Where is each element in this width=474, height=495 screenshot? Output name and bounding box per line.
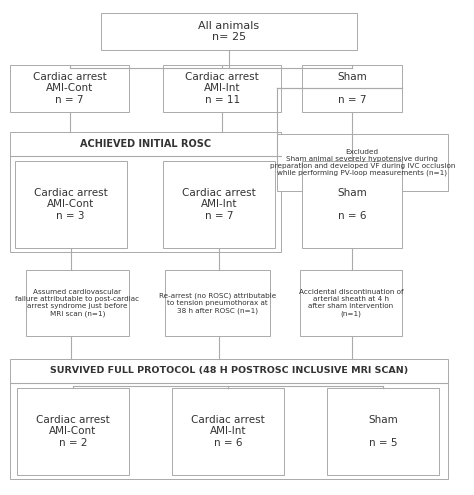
Text: Cardiac arrest
AMI-Cont
n = 3: Cardiac arrest AMI-Cont n = 3: [34, 188, 108, 221]
Text: Sham

n = 5: Sham n = 5: [368, 415, 398, 448]
FancyBboxPatch shape: [300, 270, 402, 336]
Text: Sham

n = 7: Sham n = 7: [337, 72, 367, 105]
FancyBboxPatch shape: [26, 270, 129, 336]
Text: ACHIEVED INITIAL ROSC: ACHIEVED INITIAL ROSC: [80, 139, 211, 149]
Text: All animals
n= 25: All animals n= 25: [199, 21, 260, 43]
FancyBboxPatch shape: [15, 161, 127, 248]
FancyBboxPatch shape: [101, 13, 356, 50]
FancyBboxPatch shape: [10, 358, 448, 480]
Text: Cardiac arrest
AMI-Cont
n = 7: Cardiac arrest AMI-Cont n = 7: [33, 72, 107, 105]
Text: Cardiac arrest
AMI-Int
n = 6: Cardiac arrest AMI-Int n = 6: [191, 415, 265, 448]
Text: Excluded
Sham animal severely hypotensive during
preparation and developed VF du: Excluded Sham animal severely hypotensiv…: [270, 148, 455, 176]
FancyBboxPatch shape: [17, 388, 129, 475]
FancyBboxPatch shape: [277, 134, 448, 191]
FancyBboxPatch shape: [165, 270, 270, 336]
FancyBboxPatch shape: [10, 65, 129, 112]
FancyBboxPatch shape: [302, 65, 402, 112]
Text: SURVIVED FULL PROTOCOL (48 H POSTROSC INCLUSIVE MRI SCAN): SURVIVED FULL PROTOCOL (48 H POSTROSC IN…: [50, 366, 408, 375]
Text: Accidental discontinuation of
arterial sheath at 4 h
after sham intervention
(n=: Accidental discontinuation of arterial s…: [299, 289, 403, 317]
FancyBboxPatch shape: [327, 388, 438, 475]
Text: Assumed cardiovascular
failure attributable to post-cardiac
arrest syndrome just: Assumed cardiovascular failure attributa…: [16, 289, 140, 317]
FancyBboxPatch shape: [163, 161, 274, 248]
FancyBboxPatch shape: [172, 388, 284, 475]
Text: Cardiac arrest
AMI-Int
n = 11: Cardiac arrest AMI-Int n = 11: [185, 72, 259, 105]
Text: Cardiac arrest
AMI-Cont
n = 2: Cardiac arrest AMI-Cont n = 2: [36, 415, 110, 448]
Text: Cardiac arrest
AMI-Int
n = 7: Cardiac arrest AMI-Int n = 7: [182, 188, 255, 221]
Text: Sham

n = 6: Sham n = 6: [337, 188, 367, 221]
FancyBboxPatch shape: [302, 161, 402, 248]
FancyBboxPatch shape: [10, 132, 282, 252]
FancyBboxPatch shape: [163, 65, 282, 112]
Text: Re-arrest (no ROSC) attributable
to tension pneumothorax at
38 h after ROSC (n=1: Re-arrest (no ROSC) attributable to tens…: [159, 293, 276, 313]
